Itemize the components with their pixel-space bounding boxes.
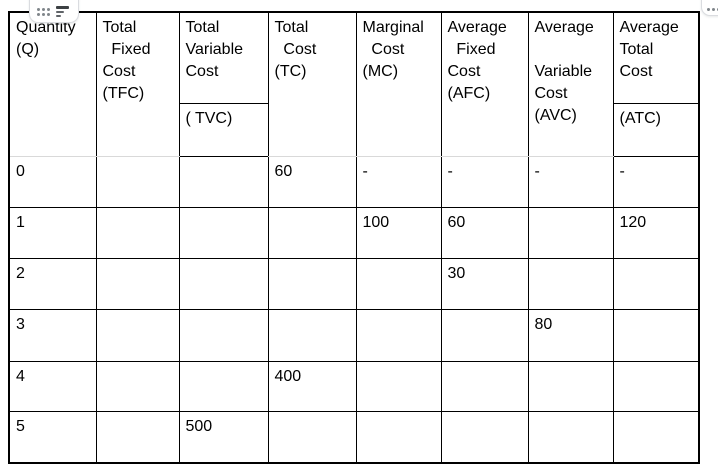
cell-mc-r1[interactable]: 100 bbox=[355, 206, 442, 259]
cell-avc-r2[interactable] bbox=[527, 257, 614, 310]
cell-q-r3[interactable]: 3 bbox=[8, 308, 97, 362]
cell-avc-r4[interactable] bbox=[527, 360, 614, 412]
table-controls-pill[interactable] bbox=[29, 0, 79, 23]
table-row: 2 30 bbox=[8, 257, 700, 310]
cell-afc-r3[interactable] bbox=[440, 308, 529, 362]
cell-q-r0[interactable]: 0 bbox=[8, 155, 97, 208]
cell-tfc-r0[interactable] bbox=[95, 155, 180, 208]
header-tc[interactable]: Total Cost (TC) bbox=[267, 11, 357, 157]
header-tvc-top[interactable]: Total Variable Cost bbox=[178, 11, 269, 104]
cell-avc-r0[interactable]: - bbox=[527, 155, 614, 208]
drag-handle-icon[interactable] bbox=[707, 8, 718, 11]
cell-afc-r4[interactable] bbox=[440, 360, 529, 412]
cell-tvc-r1[interactable] bbox=[178, 206, 269, 259]
header-tfc[interactable]: Total Fixed Cost (TFC) bbox=[95, 11, 180, 157]
header-quantity[interactable]: Quantity (Q) bbox=[8, 11, 97, 157]
cell-mc-r5[interactable] bbox=[355, 410, 442, 464]
cell-tvc-r2[interactable] bbox=[178, 257, 269, 310]
cell-tc-r0[interactable]: 60 bbox=[267, 155, 357, 208]
cell-afc-r1[interactable]: 60 bbox=[440, 206, 529, 259]
cell-tfc-r3[interactable] bbox=[95, 308, 180, 362]
cell-mc-r3[interactable] bbox=[355, 308, 442, 362]
header-avc[interactable]: Average Variable Cost (AVC) bbox=[527, 11, 614, 157]
table-row: 0 60 - - - - bbox=[8, 155, 700, 208]
cell-mc-r2[interactable] bbox=[355, 257, 442, 310]
cell-q-r4[interactable]: 4 bbox=[8, 360, 97, 412]
cell-tvc-r5[interactable]: 500 bbox=[178, 410, 269, 464]
cell-atc-r5[interactable] bbox=[612, 410, 700, 464]
cell-q-r2[interactable]: 2 bbox=[8, 257, 97, 310]
cost-schedule-table: Quantity (Q) Total Fixed Cost (TFC) Tota… bbox=[8, 11, 700, 464]
cell-tvc-r0[interactable] bbox=[178, 155, 269, 208]
header-tvc-bottom[interactable]: ( TVC) bbox=[178, 102, 269, 157]
cell-atc-r4[interactable] bbox=[612, 360, 700, 412]
cell-tc-r4[interactable]: 400 bbox=[267, 360, 357, 412]
header-afc[interactable]: Average Fixed Cost (AFC) bbox=[440, 11, 529, 157]
table-row: 1 100 60 120 bbox=[8, 206, 700, 259]
cell-tfc-r2[interactable] bbox=[95, 257, 180, 310]
table-quick-menu-icon[interactable] bbox=[56, 6, 69, 17]
drag-handle-icon[interactable] bbox=[37, 7, 50, 16]
header-atc-top[interactable]: Average Total Cost bbox=[612, 11, 700, 104]
cell-tfc-r1[interactable] bbox=[95, 206, 180, 259]
cell-q-r5[interactable]: 5 bbox=[8, 410, 97, 464]
cell-mc-r0[interactable]: - bbox=[355, 155, 442, 208]
table-row: 3 80 bbox=[8, 308, 700, 362]
header-mc[interactable]: Marginal Cost (MC) bbox=[355, 11, 442, 157]
cell-avc-r3[interactable]: 80 bbox=[527, 308, 614, 362]
cell-tvc-r3[interactable] bbox=[178, 308, 269, 362]
header-atc-bottom[interactable]: (ATC) bbox=[612, 102, 700, 157]
table-row: 5 500 bbox=[8, 410, 700, 464]
cell-avc-r1[interactable] bbox=[527, 206, 614, 259]
cell-tvc-r4[interactable] bbox=[178, 360, 269, 412]
cell-tc-r5[interactable] bbox=[267, 410, 357, 464]
cell-q-r1[interactable]: 1 bbox=[8, 206, 97, 259]
cell-afc-r0[interactable]: - bbox=[440, 155, 529, 208]
cell-tc-r1[interactable] bbox=[267, 206, 357, 259]
cell-tfc-r4[interactable] bbox=[95, 360, 180, 412]
cell-tc-r3[interactable] bbox=[267, 308, 357, 362]
table-controls-pill-right[interactable] bbox=[701, 0, 718, 16]
cell-atc-r0[interactable]: - bbox=[612, 155, 700, 208]
table-row: 4 400 bbox=[8, 360, 700, 412]
cell-tfc-r5[interactable] bbox=[95, 410, 180, 464]
cell-atc-r3[interactable] bbox=[612, 308, 700, 362]
cell-avc-r5[interactable] bbox=[527, 410, 614, 464]
cell-afc-r5[interactable] bbox=[440, 410, 529, 464]
cell-atc-r1[interactable]: 120 bbox=[612, 206, 700, 259]
cell-mc-r4[interactable] bbox=[355, 360, 442, 412]
cell-tc-r2[interactable] bbox=[267, 257, 357, 310]
cell-atc-r2[interactable] bbox=[612, 257, 700, 310]
cell-afc-r2[interactable]: 30 bbox=[440, 257, 529, 310]
